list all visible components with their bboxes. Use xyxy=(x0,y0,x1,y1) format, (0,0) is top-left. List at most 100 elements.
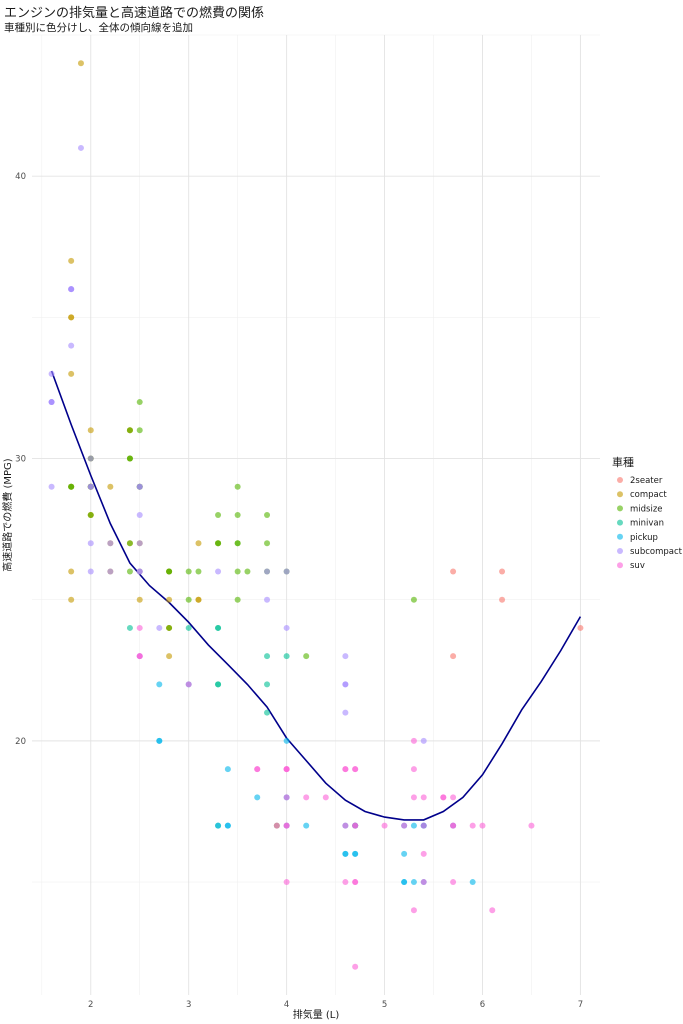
legend-key-compact xyxy=(617,491,623,498)
data-point-compact xyxy=(77,60,84,67)
data-point-midsize xyxy=(185,596,192,603)
x-tick-label: 2 xyxy=(88,1000,93,1010)
data-point-subcompact xyxy=(215,568,222,575)
data-point-pickup xyxy=(156,737,163,744)
data-point-pickup xyxy=(410,879,417,886)
data-point-midsize xyxy=(195,568,202,575)
data-point-compact xyxy=(68,314,75,321)
legend-label-compact: compact xyxy=(630,490,667,500)
data-point-subcompact xyxy=(68,342,75,349)
data-point-pickup xyxy=(224,822,231,829)
data-point-subcompact xyxy=(283,624,290,631)
data-point-suv xyxy=(273,822,280,829)
data-point-midsize xyxy=(126,540,133,547)
data-point-pickup xyxy=(401,879,408,886)
data-point-compact xyxy=(107,483,114,490)
data-point-suv xyxy=(136,653,143,660)
data-point-subcompact xyxy=(136,483,143,490)
data-point-2seater xyxy=(450,568,457,575)
data-point-suv xyxy=(283,794,290,801)
data-point-subcompact xyxy=(264,568,271,575)
data-point-suv xyxy=(352,822,359,829)
data-point-suv xyxy=(283,766,290,773)
data-point-suv xyxy=(528,822,535,829)
data-point-suv xyxy=(322,794,329,801)
data-point-pickup xyxy=(215,822,222,829)
data-point-minivan xyxy=(126,624,133,631)
data-point-compact xyxy=(166,653,173,660)
y-tick-label: 40 xyxy=(15,172,26,182)
data-point-pickup xyxy=(283,737,290,744)
tick-labels: 2 3 4 5 6 7 20 30 40 xyxy=(15,172,583,1010)
data-point-subcompact xyxy=(342,681,349,688)
data-point-suv xyxy=(450,879,457,886)
data-point-midsize xyxy=(68,483,75,490)
x-tick-label: 5 xyxy=(382,1000,387,1010)
data-point-midsize xyxy=(264,512,271,518)
data-point-subcompact xyxy=(420,737,427,744)
trend-line xyxy=(50,370,582,821)
data-point-compact xyxy=(87,427,94,434)
data-point-suv xyxy=(401,822,408,829)
data-point-compact xyxy=(68,596,75,603)
legend-title: 車種 xyxy=(612,455,634,469)
data-point-suv xyxy=(440,794,447,801)
data-point-midsize xyxy=(234,596,241,603)
data-point-suv xyxy=(352,963,359,970)
data-point-subcompact xyxy=(136,540,143,547)
data-point-suv xyxy=(410,737,417,744)
legend-key-midsize xyxy=(617,505,623,512)
data-point-compact xyxy=(136,596,143,603)
data-point-compact xyxy=(195,540,202,547)
x-tick-label: 7 xyxy=(578,1000,583,1010)
data-point-2seater xyxy=(450,653,457,660)
data-point-midsize xyxy=(126,568,133,575)
data-point-pickup xyxy=(352,850,359,857)
data-point-subcompact xyxy=(264,596,271,603)
data-point-suv xyxy=(136,624,143,631)
data-point-pickup xyxy=(156,681,163,688)
data-point-suv xyxy=(352,766,359,773)
data-point-subcompact xyxy=(342,653,349,660)
legend-label-suv: suv xyxy=(630,561,645,571)
x-tick-label: 4 xyxy=(284,1000,289,1010)
data-point-midsize xyxy=(303,653,310,660)
data-point-midsize xyxy=(215,540,222,547)
data-point-midsize xyxy=(234,568,241,575)
data-point-suv xyxy=(450,822,457,829)
data-point-suv xyxy=(469,822,476,829)
y-tick-label: 30 xyxy=(15,455,26,465)
legend-key-suv xyxy=(617,562,623,569)
chart-title: エンジンの排気量と高速道路での燃費の関係 xyxy=(4,6,265,21)
data-point-suv xyxy=(410,794,417,801)
legend-key-2seater xyxy=(617,477,623,483)
data-point-compact xyxy=(195,596,202,603)
data-point-suv xyxy=(489,907,496,914)
data-point-suv xyxy=(479,822,486,829)
data-point-2seater xyxy=(499,596,506,603)
x-tick-label: 6 xyxy=(480,1000,485,1010)
data-point-subcompact xyxy=(107,540,114,547)
data-point-suv xyxy=(410,907,417,914)
y-axis-title: 高速道路での燃費 (MPG) xyxy=(1,458,14,571)
data-point-minivan xyxy=(264,653,271,660)
data-point-compact xyxy=(68,568,75,575)
data-point-suv xyxy=(283,879,290,886)
data-point-compact xyxy=(166,596,173,603)
legend: 車種 2seater compact midsize minivan pickup subc… xyxy=(612,455,683,571)
data-point-pickup xyxy=(342,850,349,857)
data-point-pickup xyxy=(224,766,231,773)
legend-label-subcompact: subcompact xyxy=(630,547,683,557)
legend-key-subcompact xyxy=(617,548,623,554)
data-point-midsize xyxy=(166,568,173,575)
data-point-pickup xyxy=(401,850,408,857)
legend-key-pickup xyxy=(617,533,623,540)
data-point-suv xyxy=(420,794,427,801)
data-point-minivan xyxy=(264,709,271,716)
data-point-suv xyxy=(342,822,349,829)
data-point-pickup xyxy=(254,794,261,801)
data-point-midsize xyxy=(264,540,271,547)
data-point-midsize xyxy=(136,399,143,406)
points-layer xyxy=(48,60,584,970)
